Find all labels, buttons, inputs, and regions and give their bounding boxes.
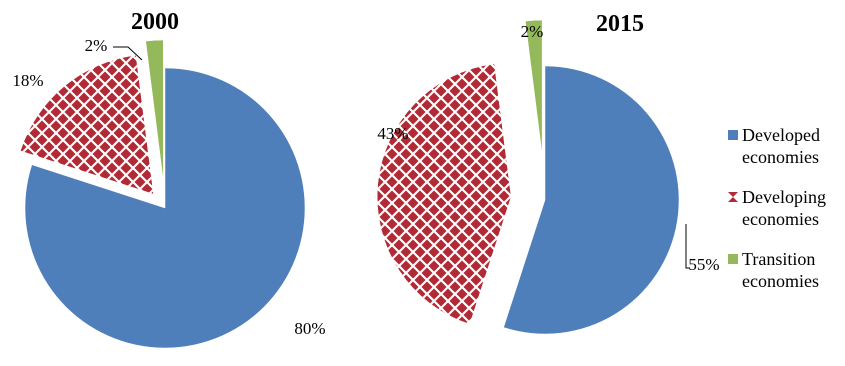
legend-label-developed-line2: economies bbox=[742, 147, 819, 167]
pie-slice-developed-2000 bbox=[24, 67, 306, 349]
pie-slice-developed-2015 bbox=[503, 65, 680, 335]
data-label-developed-2015: 55% bbox=[688, 255, 719, 274]
data-label-transition-2015: 2% bbox=[521, 22, 544, 41]
data-label-transition-2000: 2% bbox=[85, 36, 108, 55]
legend: DevelopedeconomiesDevelopingeconomiesTra… bbox=[728, 125, 826, 291]
data-label-developing-2000: 18% bbox=[12, 71, 43, 90]
pie-slice-developing-2015 bbox=[376, 63, 512, 325]
chart-title-2015: 2015 bbox=[596, 11, 644, 37]
data-label-developed-2000: 80% bbox=[294, 319, 325, 338]
pie-slice-transition-2000 bbox=[145, 39, 164, 181]
chart-title-2000: 2000 bbox=[131, 9, 179, 35]
legend-swatch-developed bbox=[728, 130, 738, 140]
pie-slice-developing-2000 bbox=[20, 54, 154, 195]
pie-slice-transition-2015 bbox=[525, 19, 543, 155]
pie-chart-2015: 2015 55% 43% 2% bbox=[376, 11, 720, 335]
leader-line-2000 bbox=[113, 46, 143, 61]
data-label-developing-2015: 43% bbox=[377, 124, 408, 143]
legend-label-transition: Transition bbox=[742, 249, 815, 269]
leader-line-2015 bbox=[685, 224, 690, 269]
legend-swatch-transition bbox=[728, 254, 738, 264]
legend-label-developing-line2: economies bbox=[742, 209, 819, 229]
legend-label-developing: Developing bbox=[742, 187, 826, 207]
pie-chart-2000: 2000 80% 18% 2% bbox=[12, 9, 326, 349]
legend-label-developed: Developed bbox=[742, 125, 820, 145]
legend-swatch-developing bbox=[728, 192, 738, 202]
legend-label-transition-line2: economies bbox=[742, 271, 819, 291]
